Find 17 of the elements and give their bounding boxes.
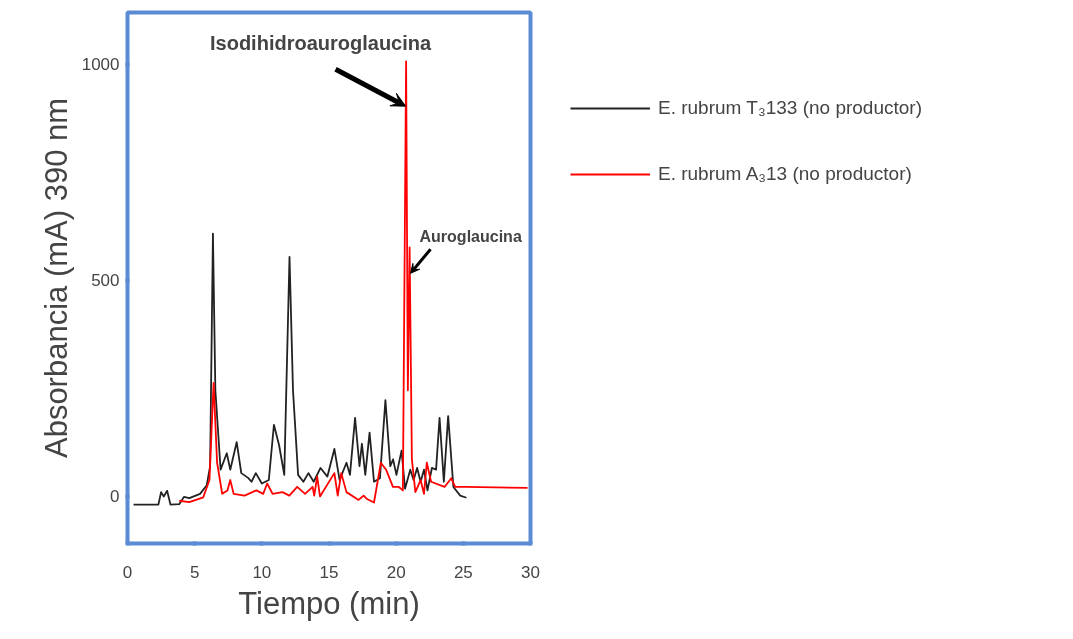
x-tick-label: 0 xyxy=(122,562,133,582)
x-tick-label: 10 xyxy=(252,562,272,582)
y-axis-title: Absorbancia (mA) 390 nm xyxy=(38,97,74,459)
y-tick-label: 0 xyxy=(110,487,120,507)
annotation: Auroglaucina xyxy=(419,228,522,246)
x-tick-label: 25 xyxy=(453,562,473,582)
y-tick-label: 1000 xyxy=(81,55,120,75)
line-series xyxy=(178,60,529,504)
annotation: Isodihidroauroglaucina xyxy=(210,32,433,55)
y-tick-label: 500 xyxy=(91,271,120,291)
x-tick-label: 30 xyxy=(521,562,540,582)
x-tick-label: 15 xyxy=(319,562,339,582)
x-tick-label: 5 xyxy=(189,562,200,582)
legend-label: E. rubrum T₃133 (no productor) xyxy=(658,97,923,119)
x-tick-label: 20 xyxy=(386,562,406,582)
legend-label: E. rubrum A₃13 (no productor) xyxy=(658,163,912,185)
x-axis-title: Tiempo (min) xyxy=(238,585,420,621)
